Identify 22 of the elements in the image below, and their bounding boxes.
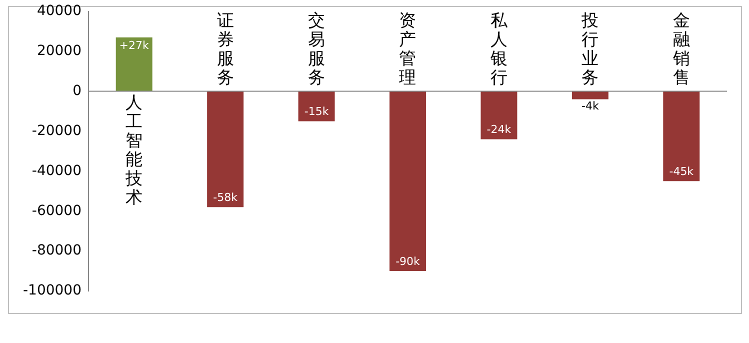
data-label: -45k — [669, 165, 694, 178]
x-tick-label: 人工智能技术 — [124, 93, 143, 208]
y-tick-label: -100000 — [22, 282, 82, 299]
x-tick-label: 金融销售 — [672, 11, 690, 88]
data-label: -15k — [304, 105, 330, 118]
y-tick-label: -20000 — [32, 122, 82, 139]
x-tick-label: 投行业务 — [580, 11, 599, 88]
x-tick-label: 交易服务 — [308, 11, 326, 88]
data-label: -4k — [582, 100, 600, 113]
x-tick-label: 资产管理 — [399, 11, 416, 88]
data-label: -24k — [486, 123, 512, 136]
data-label: +27k — [119, 39, 150, 52]
data-label: -58k — [213, 190, 238, 204]
y-tick-label: -80000 — [32, 242, 82, 259]
y-tick-label: 0 — [72, 82, 82, 99]
x-tick-label: 证券服务 — [216, 11, 234, 88]
data-label: -90k — [396, 254, 421, 268]
x-tick-label: 私人银行 — [489, 11, 508, 88]
y-tick-label: -60000 — [32, 202, 82, 219]
y-tick-label: 40000 — [36, 3, 82, 20]
y-tick-label: -40000 — [32, 162, 82, 179]
y-tick-label: 20000 — [36, 42, 82, 59]
